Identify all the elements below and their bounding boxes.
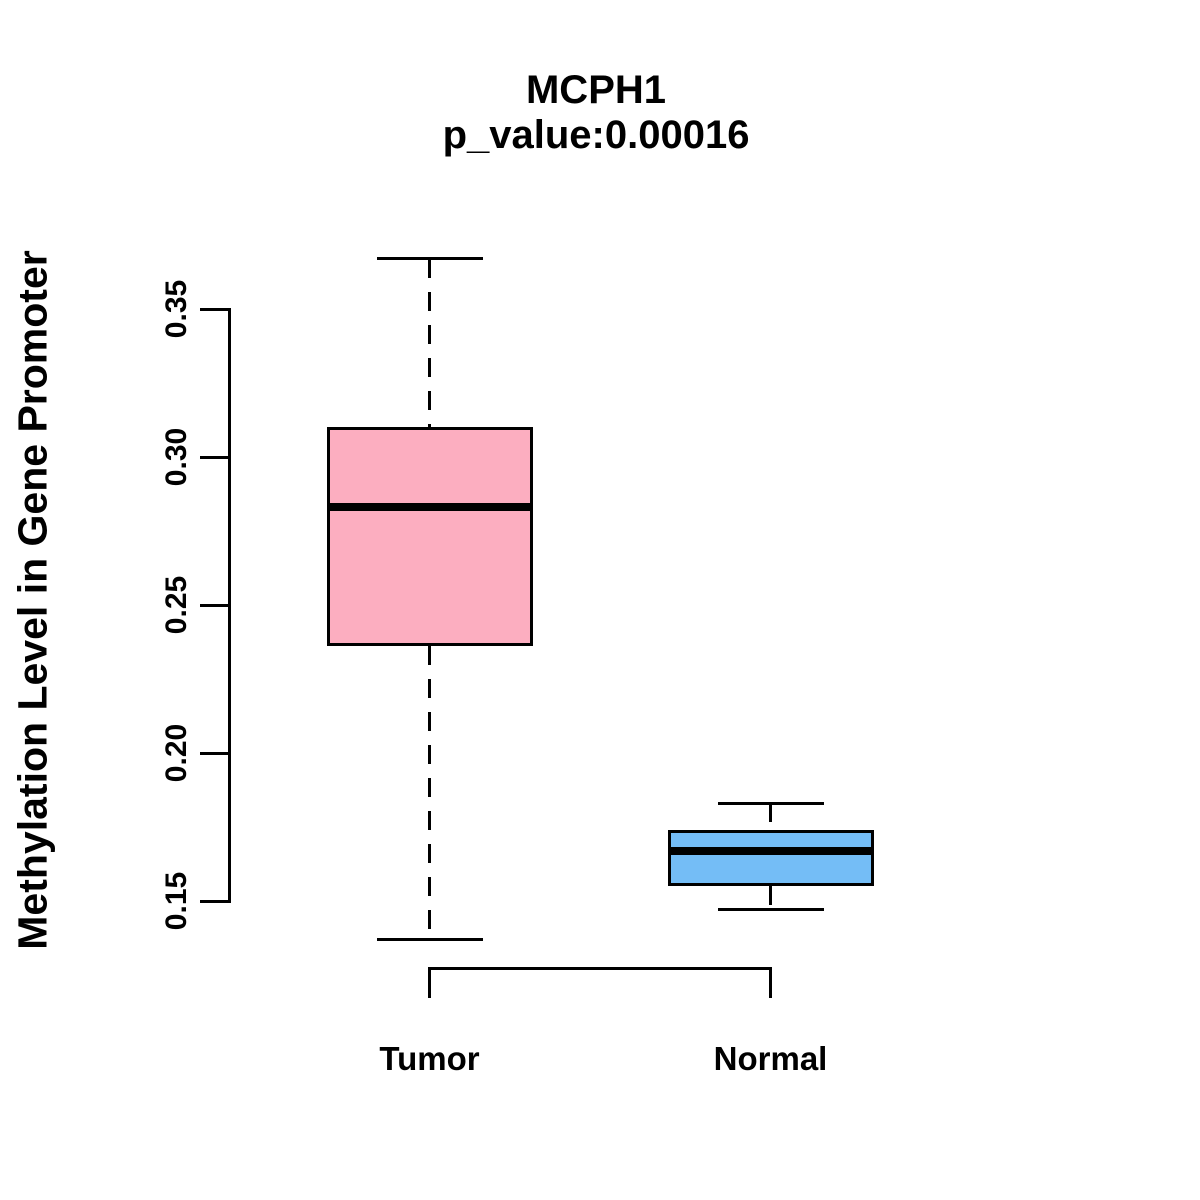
y-axis-tick-label: 0.15 xyxy=(160,871,193,931)
chart-title-block: MCPH1 p_value:0.00016 xyxy=(443,68,750,158)
lower-whisker-line xyxy=(428,646,431,940)
x-category-label: Normal xyxy=(713,1040,828,1077)
y-axis-tick-label: 0.20 xyxy=(160,723,193,783)
upper-whisker-cap xyxy=(717,801,824,805)
x-axis-tick xyxy=(769,967,772,998)
y-axis-tick xyxy=(200,751,228,755)
median-line xyxy=(329,503,530,512)
lower-whisker-cap xyxy=(717,908,824,912)
upper-whisker-cap xyxy=(376,257,483,261)
upper-whisker-line xyxy=(769,803,772,830)
x-category-label: Tumor xyxy=(379,1040,480,1077)
y-axis-tick xyxy=(200,455,228,459)
chart-subtitle-pvalue: p_value:0.00016 xyxy=(442,113,750,157)
lower-whisker-cap xyxy=(376,937,483,941)
y-axis-tick-label: 0.35 xyxy=(160,279,193,339)
y-axis-tick xyxy=(200,307,228,311)
tumor-box xyxy=(326,427,533,647)
lower-whisker-line xyxy=(769,886,772,910)
y-axis-line xyxy=(228,307,231,903)
median-line xyxy=(670,846,871,855)
normal-box xyxy=(667,829,874,887)
y-axis-tick xyxy=(200,899,228,903)
x-axis-line xyxy=(428,967,772,970)
chart-title: MCPH1 xyxy=(525,68,667,112)
y-axis-tick xyxy=(200,603,228,607)
x-axis-tick xyxy=(428,967,431,998)
y-axis-tick-label: 0.25 xyxy=(160,575,193,635)
y-axis-tick-label: 0.30 xyxy=(160,427,193,487)
upper-whisker-line xyxy=(428,258,431,428)
